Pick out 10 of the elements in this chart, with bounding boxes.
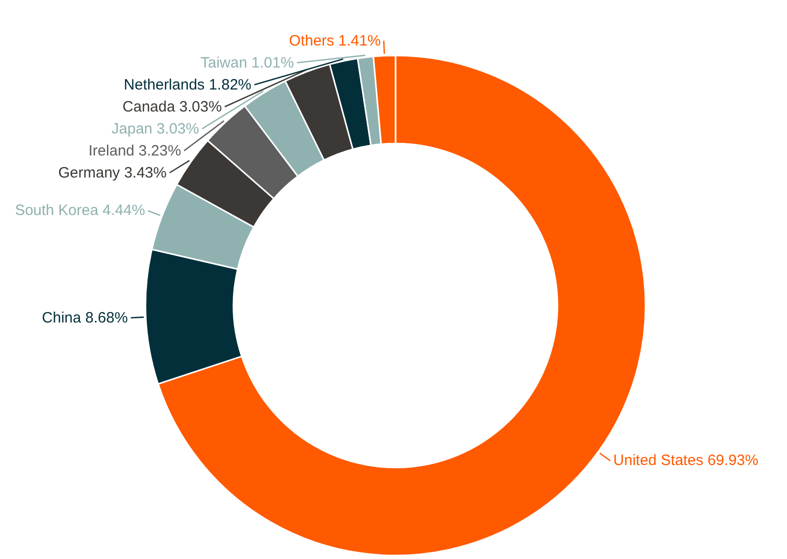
slice-label: Canada 3.03% [122,98,222,116]
slice-label: South Korea 4.44% [14,202,146,220]
slice-label: Germany 3.43% [58,164,167,182]
slice-label: Netherlands 1.82% [124,76,252,94]
slice-label: Taiwan 1.01% [200,54,294,72]
slice-label: Japan 3.03% [112,120,200,138]
slice-label: Others 1.41% [289,32,381,50]
slice-label: China 8.68% [42,309,128,326]
slice-label: Ireland 3.23% [88,142,182,160]
slice-label: United States 69.93% [613,452,758,470]
